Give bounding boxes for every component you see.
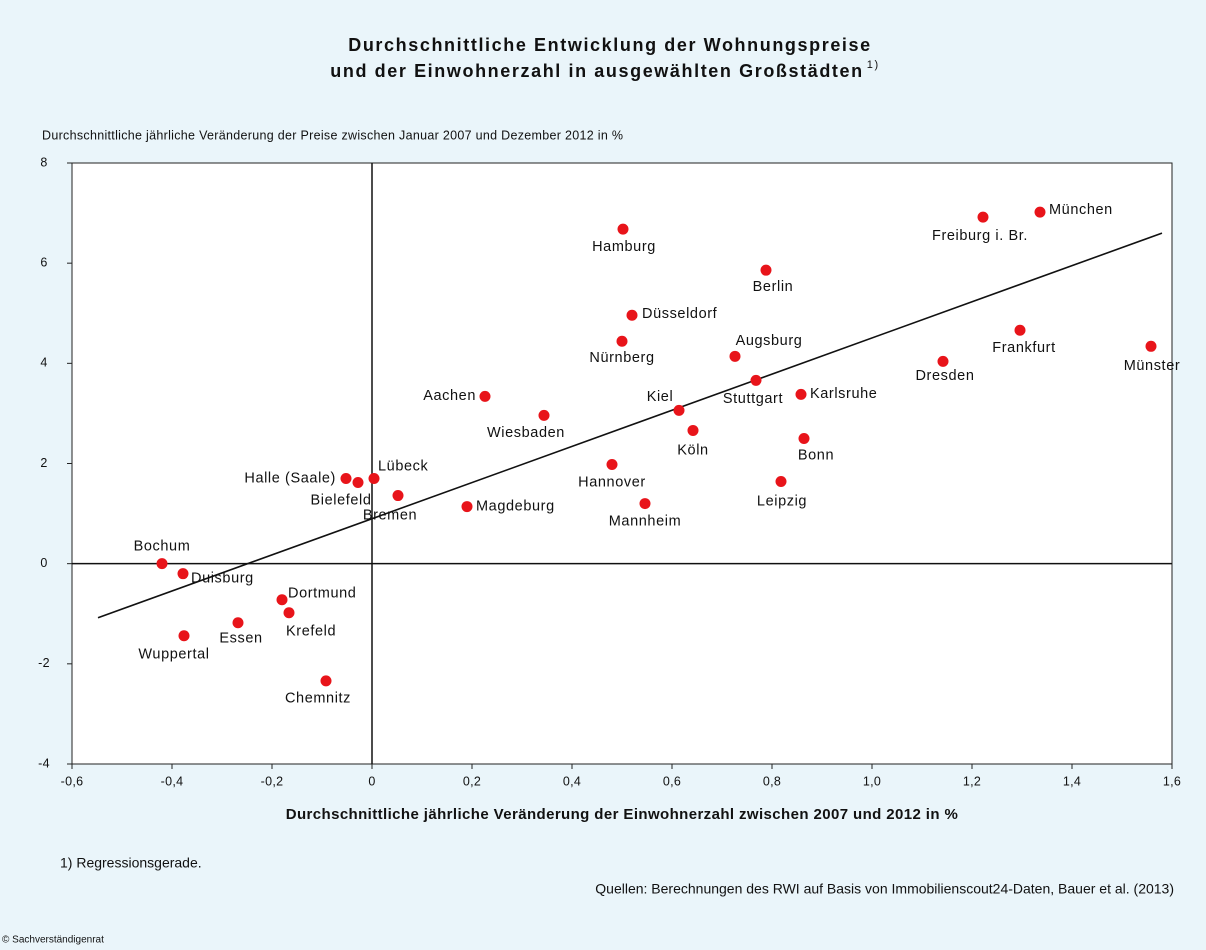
y-tick-label: -4 (38, 756, 50, 770)
point-label: Chemnitz (285, 691, 351, 707)
y-tick-label: 6 (40, 255, 47, 269)
point-label: Mannheim (609, 513, 682, 529)
point (606, 459, 618, 471)
point (617, 223, 629, 235)
point (673, 404, 685, 416)
point-label: Augsburg (736, 333, 803, 349)
point (368, 473, 380, 485)
point-label: Magdeburg (476, 498, 555, 514)
point-label: Hamburg (592, 239, 656, 255)
point-label: Dresden (915, 368, 974, 384)
point (687, 424, 699, 436)
chart-title-line: und der Einwohnerzahl in ausgewählten Gr… (330, 61, 863, 81)
point (177, 568, 189, 580)
point (798, 432, 810, 444)
point (340, 473, 352, 485)
point (616, 335, 628, 347)
point-label: Wiesbaden (487, 425, 565, 441)
point-label: Dortmund (288, 586, 356, 602)
point-label: Leipzig (757, 493, 807, 509)
point (775, 476, 787, 488)
point-label: Hannover (578, 474, 646, 490)
point-label: Essen (219, 631, 262, 647)
point (232, 617, 244, 629)
point (750, 374, 762, 386)
regression-line (97, 232, 1163, 619)
x-tick-label: 0,4 (563, 774, 581, 788)
point-label: Bonn (798, 447, 834, 463)
x-tick-label: 0,2 (463, 774, 481, 788)
x-tick-label: -0,2 (261, 774, 284, 788)
x-tick-label: 0,8 (763, 774, 781, 788)
point (760, 264, 772, 276)
x-tick-label: 1,6 (1163, 774, 1181, 788)
point-label: Münster (1124, 358, 1181, 374)
point-label: Wuppertal (138, 647, 209, 663)
point (538, 409, 550, 421)
point-label: Krefeld (286, 624, 336, 640)
x-tick-label: 1,2 (963, 774, 981, 788)
point-label: Bremen (363, 507, 417, 523)
point-label: Duisburg (191, 571, 254, 587)
x-axis-label: Durchschnittliche jährliche Veränderung … (286, 806, 959, 823)
point (1034, 206, 1046, 218)
point (178, 630, 190, 642)
point-label: Köln (677, 442, 708, 458)
point-label: Bielefeld (310, 492, 371, 508)
point-label: Nürnberg (589, 350, 654, 366)
point (461, 501, 473, 513)
point-label: Aachen (423, 388, 476, 404)
source: Quellen: Berechnungen des RWI auf Basis … (595, 881, 1174, 897)
point-label: München (1049, 202, 1113, 218)
point (626, 309, 638, 321)
y-tick-label: 2 (40, 456, 47, 470)
x-tick-label: 1,0 (863, 774, 881, 788)
y-tick-label: -2 (38, 656, 50, 670)
x-tick-label: -0,4 (161, 774, 184, 788)
point-label: Frankfurt (992, 340, 1055, 356)
point (1014, 324, 1026, 336)
point (276, 594, 288, 606)
y-axis-label: Durchschnittliche jährliche Veränderung … (42, 128, 623, 142)
plot-area (71, 162, 1173, 765)
point-label: Kiel (647, 389, 674, 405)
point-label: Bochum (134, 538, 191, 554)
point (795, 388, 807, 400)
y-tick-label: 4 (40, 356, 47, 370)
point (937, 355, 949, 367)
point-label: Karlsruhe (810, 386, 877, 402)
point-label: Freiburg i. Br. (932, 228, 1028, 244)
point (729, 350, 741, 362)
point-label: Berlin (753, 279, 794, 295)
point (156, 558, 168, 570)
point (1145, 340, 1157, 352)
x-tick-label: 0 (368, 774, 375, 788)
title-note: 1) (867, 59, 880, 71)
chart-title: Durchschnittliche Entwicklung der Wohnun… (348, 35, 872, 55)
chart-title: und der Einwohnerzahl in ausgewählten Gr… (330, 59, 879, 81)
x-tick-label: 0,6 (663, 774, 681, 788)
point-label: Lübeck (378, 458, 429, 474)
point (977, 211, 989, 223)
point-label: Düsseldorf (642, 306, 718, 322)
x-tick-label: -0,6 (61, 774, 84, 788)
point (392, 490, 404, 502)
point-label: Halle (Saale) (244, 470, 336, 486)
copyright: © Sachverständigenrat (2, 935, 104, 946)
footnote: 1) Regressionsgerade. (60, 855, 202, 871)
point (479, 390, 491, 402)
point (320, 675, 332, 687)
point (352, 477, 364, 489)
x-tick-label: 1,4 (1063, 774, 1081, 788)
y-tick-label: 0 (40, 556, 47, 570)
y-tick-label: 8 (40, 155, 47, 169)
point-label: Stuttgart (723, 391, 783, 407)
point (283, 607, 295, 619)
point (639, 498, 651, 510)
